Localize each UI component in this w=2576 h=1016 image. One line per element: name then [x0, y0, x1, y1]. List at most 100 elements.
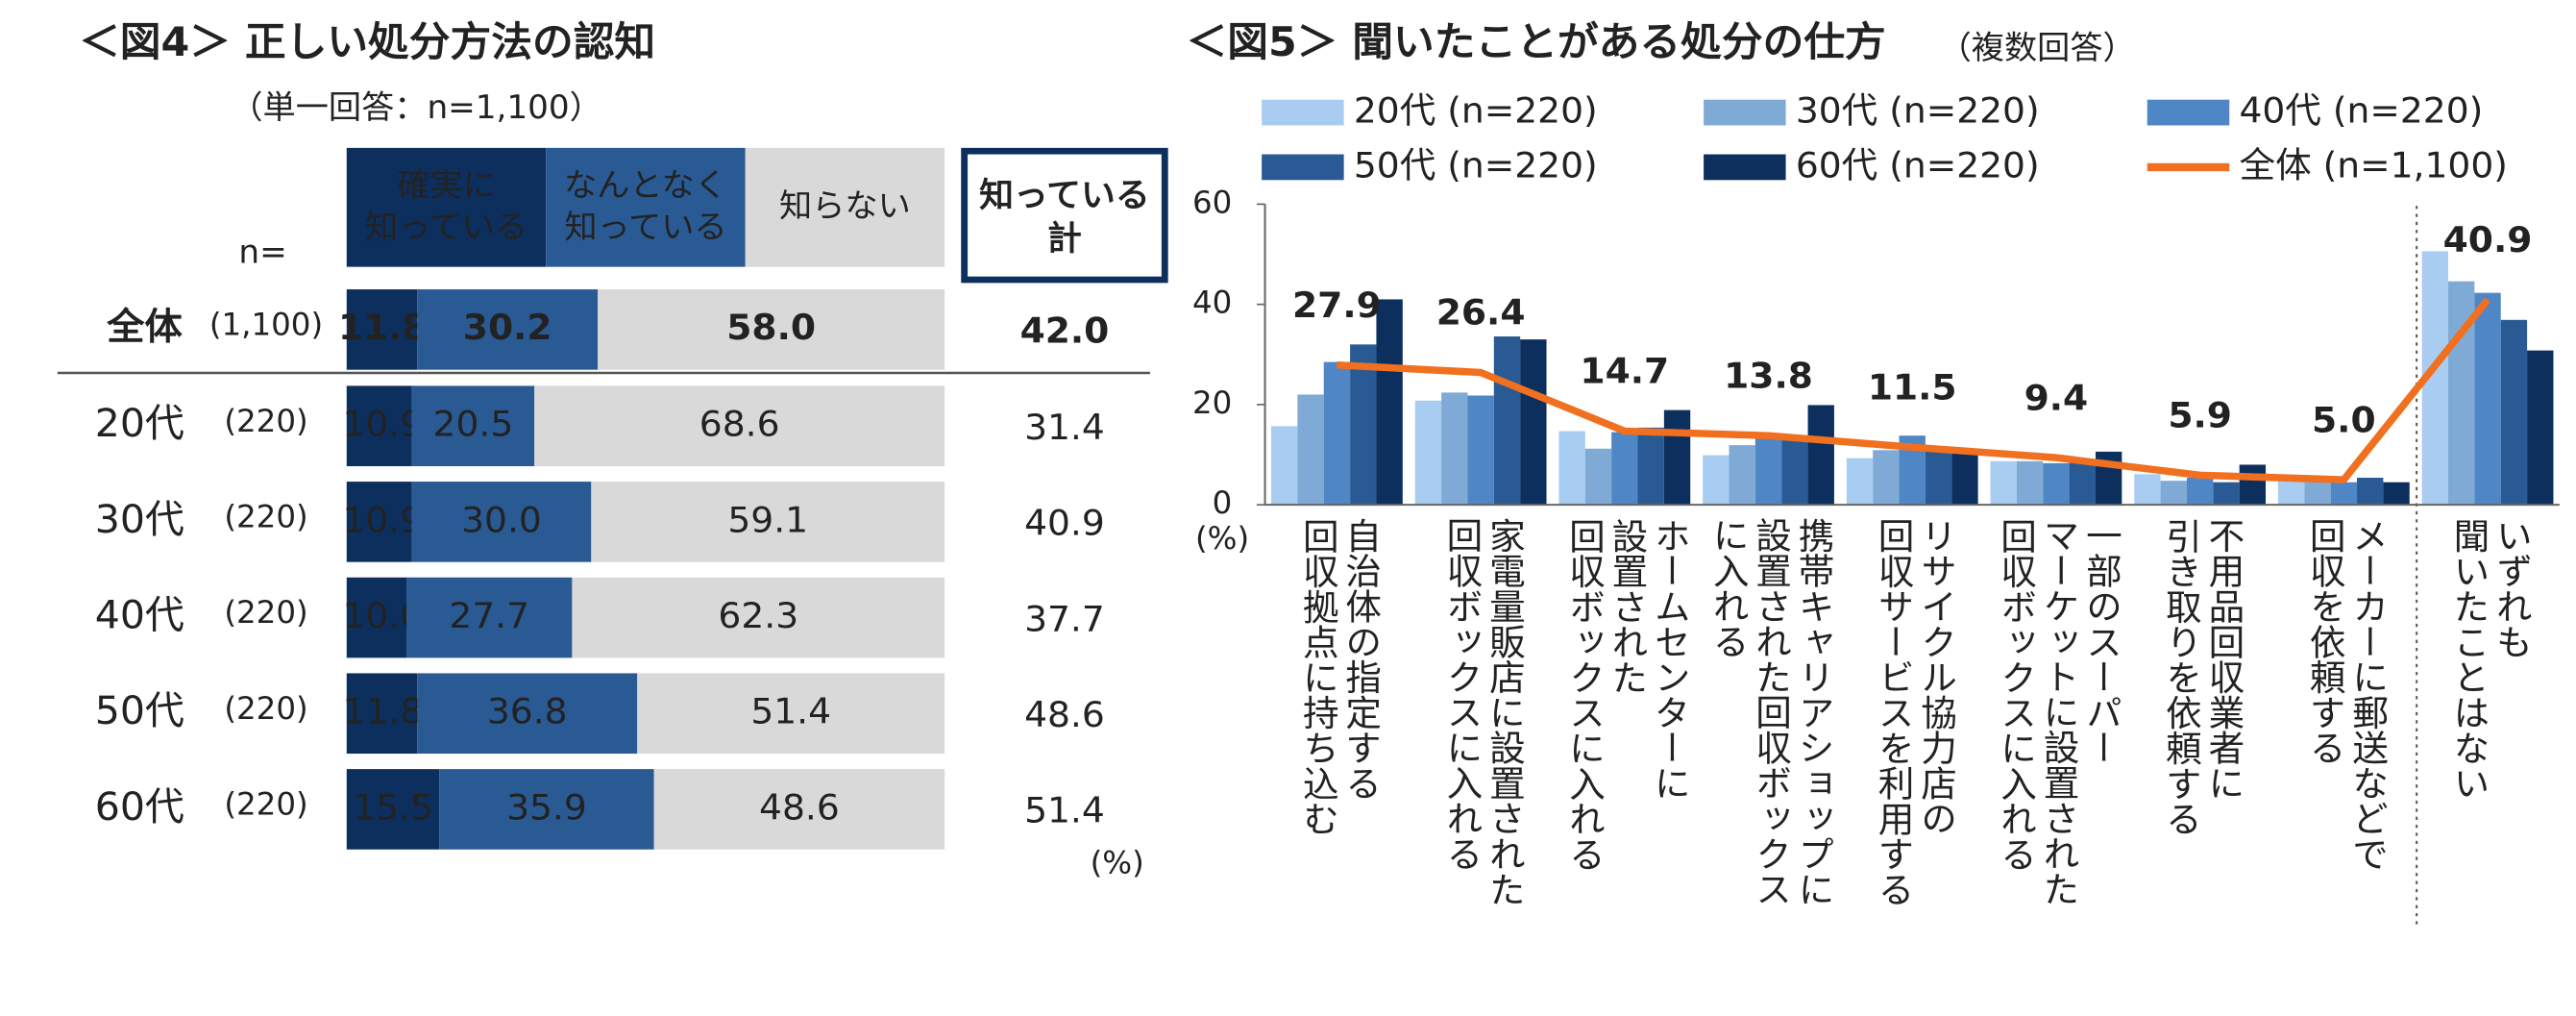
bar: [1350, 344, 1377, 506]
x-tick-label: 家電量販店に設置された回収ボックスに入れる: [1440, 517, 1526, 906]
bar: [2277, 481, 2305, 506]
n-label: (220): [224, 499, 307, 535]
bar: [2474, 292, 2501, 506]
bar: [1558, 431, 1585, 506]
line-value-label: 13.8: [1724, 355, 1813, 397]
total-value: 42.0: [1020, 310, 1110, 352]
value-label: 36.8: [487, 690, 568, 732]
chart-title: ＜図4＞ 正しい処分方法の認知: [79, 19, 655, 65]
bar: [1441, 392, 1468, 506]
y-tick-label: 40: [1192, 285, 1232, 321]
legend-label: 知らない: [779, 186, 911, 224]
bar: [2043, 462, 2070, 506]
bar: [1297, 394, 1324, 506]
line-value-label: 5.0: [2312, 399, 2376, 441]
bar-segment: [411, 385, 535, 467]
bar-segment: [346, 673, 418, 755]
line-value-label: 26.4: [1436, 291, 1526, 334]
value-label: 35.9: [506, 786, 587, 829]
value-label: 11.8: [338, 307, 428, 349]
x-tick-label: ホームセンターに設置された回収ボックスに入れる: [1563, 517, 1691, 871]
legend-label: 確実に知っている: [365, 166, 527, 245]
bar: [2500, 319, 2528, 506]
bar: [1520, 339, 1547, 506]
bar: [1846, 458, 1874, 506]
x-tick-label: 不用品回収業者に引き取りを依頼する: [2160, 518, 2245, 836]
bar-segment: [417, 673, 638, 755]
bar-segment: [346, 769, 440, 850]
line-value-label: 14.7: [1580, 350, 1669, 392]
bar: [1493, 336, 1521, 506]
unit-label: (%): [1091, 845, 1144, 881]
x-tick-label: 自治体の指定する回収拠点に持ち込む: [1296, 517, 1382, 835]
total-value: 37.7: [1024, 598, 1105, 640]
bar: [2330, 482, 2358, 506]
bar-segment: [591, 482, 945, 562]
bar: [2304, 481, 2331, 506]
y-unit-label: (%): [1195, 520, 1249, 557]
value-label: 15.5: [353, 786, 433, 829]
line-value-label: 9.4: [2024, 377, 2089, 419]
bar: [2016, 460, 2044, 506]
bar-segment: [637, 673, 945, 755]
chart-title: ＜図5＞ 聞いたことがある処分の仕方: [1186, 19, 1885, 65]
bar: [1414, 400, 1442, 506]
bar: [1323, 361, 1351, 506]
bar: [1703, 455, 1730, 506]
total-value: 48.6: [1024, 693, 1105, 735]
x-tick-label: リサイクル協力店の回収サービスを利用する: [1872, 518, 1957, 907]
bar: [1611, 432, 1638, 506]
chart-subtitle: （複数回答）: [1939, 30, 2136, 67]
legend-label: 50代 (n=220): [1354, 144, 1598, 186]
legend-cell: [745, 147, 945, 267]
bar: [1637, 427, 1664, 506]
row-label: 60代: [95, 783, 184, 829]
value-label: 10.9: [343, 499, 424, 541]
bar: [2448, 281, 2475, 506]
row-label: 20代: [95, 401, 184, 446]
bar: [1663, 409, 1691, 506]
bar: [2069, 459, 2096, 506]
legend-swatch: [1262, 99, 1344, 126]
legend-swatch: [1704, 154, 1786, 181]
n-header: n=: [238, 234, 286, 271]
value-label: 30.0: [461, 499, 542, 541]
line-value-label: 5.9: [2168, 394, 2232, 436]
value-label: 48.6: [759, 786, 840, 829]
n-label: (220): [224, 786, 307, 823]
legend-swatch: [1704, 99, 1786, 126]
row-label: 30代: [95, 496, 184, 541]
bar-segment: [406, 577, 573, 658]
total-header: [961, 147, 1168, 284]
legend-cell: [346, 147, 547, 267]
bar: [2239, 464, 2267, 506]
bar: [2134, 474, 2161, 506]
bar-segment: [346, 385, 412, 467]
n-label: (1,100): [209, 307, 323, 343]
bar: [1754, 435, 1782, 506]
value-label: 59.1: [727, 499, 808, 541]
legend-label: 全体 (n=1,100): [2239, 144, 2507, 186]
total-value: 51.4: [1024, 789, 1105, 831]
legend-cell: [546, 147, 746, 267]
value-label: 30.2: [463, 307, 552, 349]
x-tick-label: メーカーに郵送などで回収を依頼する: [2303, 518, 2389, 872]
n-label: (220): [224, 690, 307, 727]
chart-subtitle: （単一回答：n=1,100）: [230, 88, 601, 126]
y-tick-label: 60: [1192, 185, 1232, 221]
bar: [2357, 478, 2384, 506]
bar: [1271, 426, 1298, 506]
line: [1337, 297, 2491, 483]
bar-segment: [411, 482, 592, 562]
bar: [1925, 448, 1952, 506]
value-label: 58.0: [726, 307, 816, 349]
n-label: (220): [224, 594, 307, 631]
value-label: 68.6: [699, 403, 780, 445]
bar-segment: [417, 289, 599, 370]
bar-segment: [346, 289, 418, 370]
value-label: 11.8: [343, 690, 424, 732]
line-value-label: 40.9: [2443, 219, 2533, 261]
bar: [2160, 481, 2187, 506]
bar: [2383, 482, 2410, 506]
